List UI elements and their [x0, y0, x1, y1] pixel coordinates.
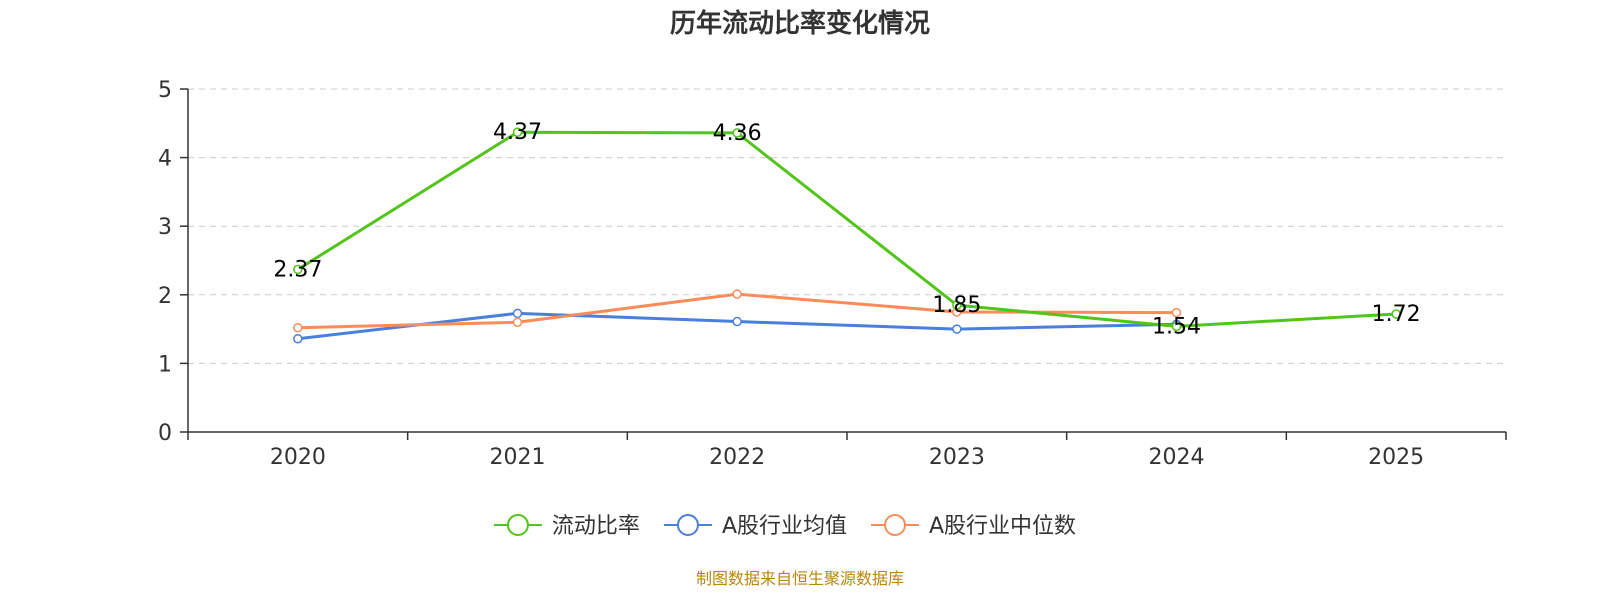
series-line-0	[297, 130, 1397, 328]
data-label: 1.54	[1152, 314, 1201, 339]
y-tick-label: 5	[158, 78, 172, 103]
data-label: 4.36	[713, 121, 762, 146]
data-label-layer: 2.37 4.37 4.36 1.85 1.54 1.72	[273, 120, 1420, 339]
data-label: 1.72	[1372, 302, 1421, 327]
series-point-2	[293, 322, 303, 333]
series-point-0	[293, 264, 303, 275]
y-tick-label: 4	[158, 147, 172, 172]
source-note: 制图数据来自恒生聚源数据库	[696, 569, 904, 588]
x-tick-label-2020: 2020	[270, 445, 326, 470]
axis-layer: 0 1 2 3 4 5 2020 2021 2022 2023 2024 2025	[158, 78, 1507, 470]
data-label: 4.37	[493, 120, 542, 145]
y-tick-label: 0	[158, 421, 172, 446]
legend-marker-icon	[676, 514, 699, 536]
legend-item-0: 流动比率	[493, 514, 640, 539]
legend-label: 流动比率	[552, 514, 640, 539]
series-point-0	[512, 127, 523, 137]
legend: 流动比率 A股行业均值 A股行业中位数	[493, 514, 1076, 539]
series-point-1	[293, 333, 303, 344]
series-point-0	[952, 300, 962, 310]
series-point-2	[512, 317, 523, 327]
x-tick-label-2025: 2025	[1368, 445, 1424, 470]
x-tick-label-2022: 2022	[709, 445, 765, 470]
legend-marker-icon	[506, 514, 529, 536]
y-tick-label: 3	[158, 215, 172, 240]
series-point-1	[732, 316, 742, 327]
series-point-0	[1391, 309, 1401, 319]
legend-label: A股行业均值	[722, 514, 847, 539]
series-point-2	[1171, 307, 1182, 318]
x-tick-label-2023: 2023	[929, 445, 985, 470]
legend-label: A股行业中位数	[929, 514, 1076, 539]
series-point-1	[512, 308, 523, 319]
series-point-0	[1171, 321, 1182, 332]
data-label: 2.37	[273, 257, 322, 282]
x-tick-label-2024: 2024	[1149, 445, 1205, 470]
x-tick-label-2021: 2021	[490, 445, 546, 470]
series-layer	[293, 127, 1401, 344]
series-point-1	[952, 324, 962, 334]
legend-item-1: A股行业均值	[663, 514, 847, 539]
legend-item-2: A股行业中位数	[871, 514, 1076, 539]
grid-layer	[188, 88, 1506, 364]
legend-marker-icon	[884, 514, 907, 536]
series-point-2	[732, 289, 742, 299]
data-label: 1.85	[932, 293, 981, 318]
series-point-0	[732, 128, 742, 138]
y-tick-label: 2	[158, 284, 172, 309]
chart-title: 历年流动比率变化情况	[670, 8, 930, 39]
y-tick-label: 1	[158, 352, 172, 377]
